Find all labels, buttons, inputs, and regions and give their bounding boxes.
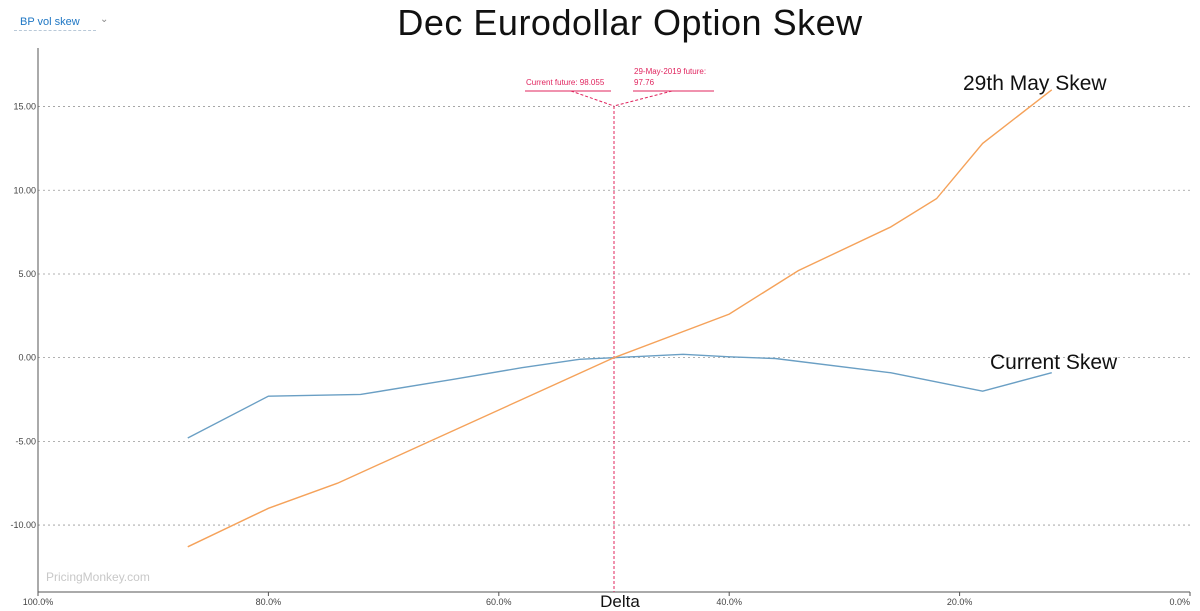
current-future-note: Current future: 98.055 <box>526 78 605 87</box>
x-tick-label: 40.0% <box>716 597 742 607</box>
y-tick-label: -5.00 <box>15 436 36 446</box>
y-tick-labels: 15.00 10.00 5.00 0.00 -5.00 -10.00 <box>10 102 36 530</box>
current-future-marker <box>525 90 714 592</box>
x-tick-label: 20.0% <box>947 597 973 607</box>
may-future-note-line1: 29-May-2019 future: <box>634 67 706 76</box>
current-future-leader <box>570 90 615 107</box>
y-tick-label: 10.00 <box>13 185 36 195</box>
chart-title: Dec Eurodollar Option Skew <box>397 2 863 43</box>
y-tick-label: 5.00 <box>18 269 36 279</box>
y-tick-label: 15.00 <box>13 102 36 112</box>
x-tick-label: 100.0% <box>23 597 54 607</box>
y-tick-label: 0.00 <box>18 353 36 363</box>
series-label-29th-may-skew: 29th May Skew <box>963 72 1107 95</box>
selector-label: BP vol skew <box>20 16 80 28</box>
watermark: PricingMonkey.com <box>46 570 150 584</box>
x-tick-label: 0.0% <box>1169 597 1190 607</box>
x-tick-label: 80.0% <box>256 597 282 607</box>
y-tick-label: -10.00 <box>10 520 36 530</box>
skew-type-selector[interactable]: BP vol skew ⌄ <box>14 14 108 31</box>
series-line-29th-may-skew <box>187 89 1053 548</box>
may-future-leader <box>613 90 673 107</box>
series-lines <box>187 89 1053 548</box>
series-label-current-skew: Current Skew <box>990 351 1118 374</box>
chevron-down-icon: ⌄ <box>100 14 109 25</box>
x-tick-labels: 100.0% 80.0% 60.0% 40.0% 20.0% 0.0% <box>23 592 1191 607</box>
series-line-current-skew <box>187 353 1052 439</box>
axes <box>37 48 1190 593</box>
may-future-note-line2: 97.76 <box>634 78 655 87</box>
x-tick-label: 60.0% <box>486 597 512 607</box>
x-axis-label: Delta <box>600 592 640 611</box>
